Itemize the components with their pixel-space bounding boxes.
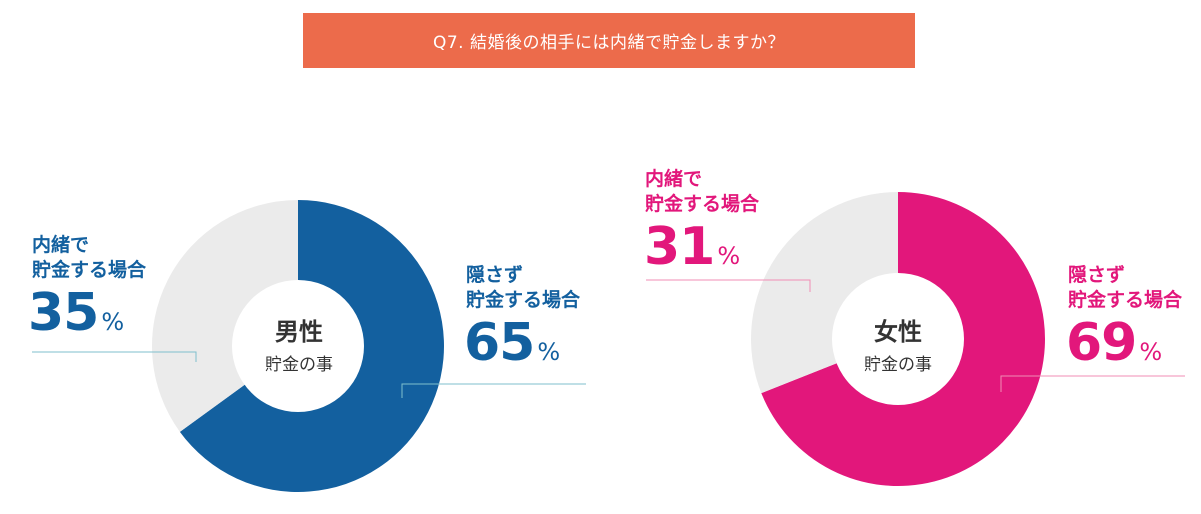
male-center-title: 男性 — [275, 318, 323, 346]
male-secret-value: 35 — [28, 283, 99, 343]
chart-title-banner: Q7. 結婚後の相手には内緒で貯金しますか？ — [303, 13, 915, 68]
female-secret-percent: 31% — [644, 221, 740, 282]
male-hide-label-line1: 隠さず — [466, 264, 524, 286]
female-hide-sign: % — [1139, 338, 1163, 366]
female-secret-label: 内緒で 貯金する場合 — [645, 167, 759, 217]
female-secret-leader-line — [646, 279, 811, 292]
male-hide-sign: % — [537, 338, 561, 366]
male-hide-leader-line — [401, 383, 586, 398]
male-secret-label-line1: 内緒で — [32, 234, 90, 256]
chart-title: Q7. 結婚後の相手には内緒で貯金しますか？ — [432, 33, 785, 53]
female-secret-value: 31 — [644, 217, 715, 277]
female-secret-label-line2: 貯金する場合 — [645, 193, 760, 215]
female-hide-label-line1: 隠さず — [1068, 264, 1126, 286]
female-center-title: 女性 — [874, 318, 922, 346]
male-donut-hole — [232, 280, 364, 412]
male-hide-percent: 65% — [464, 317, 560, 378]
donut-female — [751, 192, 1045, 486]
female-secret-label-line1: 内緒で — [645, 168, 703, 190]
male-secret-leader-line — [32, 351, 197, 362]
male-secret-percent: 35% — [28, 287, 124, 348]
female-hide-label-line2: 貯金する場合 — [1068, 289, 1183, 311]
female-center-subtitle: 貯金の事 — [864, 355, 932, 375]
male-secret-slice — [151, 200, 298, 432]
male-secret-label: 内緒で 貯金する場合 — [32, 233, 146, 283]
female-secret-sign: % — [717, 242, 741, 270]
male-center-subtitle: 貯金の事 — [265, 355, 333, 375]
male-hide-value: 65 — [464, 313, 535, 373]
male-secret-label-line2: 貯金する場合 — [32, 259, 147, 281]
female-hide-leader-line — [1000, 375, 1185, 392]
donut-male — [151, 200, 444, 493]
male-hide-label-line2: 貯金する場合 — [466, 289, 581, 311]
male-secret-sign: % — [101, 308, 125, 336]
female-hide-value: 69 — [1066, 313, 1137, 373]
female-hide-label: 隠さず 貯金する場合 — [1068, 263, 1182, 313]
male-hide-label: 隠さず 貯金する場合 — [466, 263, 580, 313]
female-donut-hole — [832, 273, 964, 405]
female-hide-percent: 69% — [1066, 317, 1162, 378]
